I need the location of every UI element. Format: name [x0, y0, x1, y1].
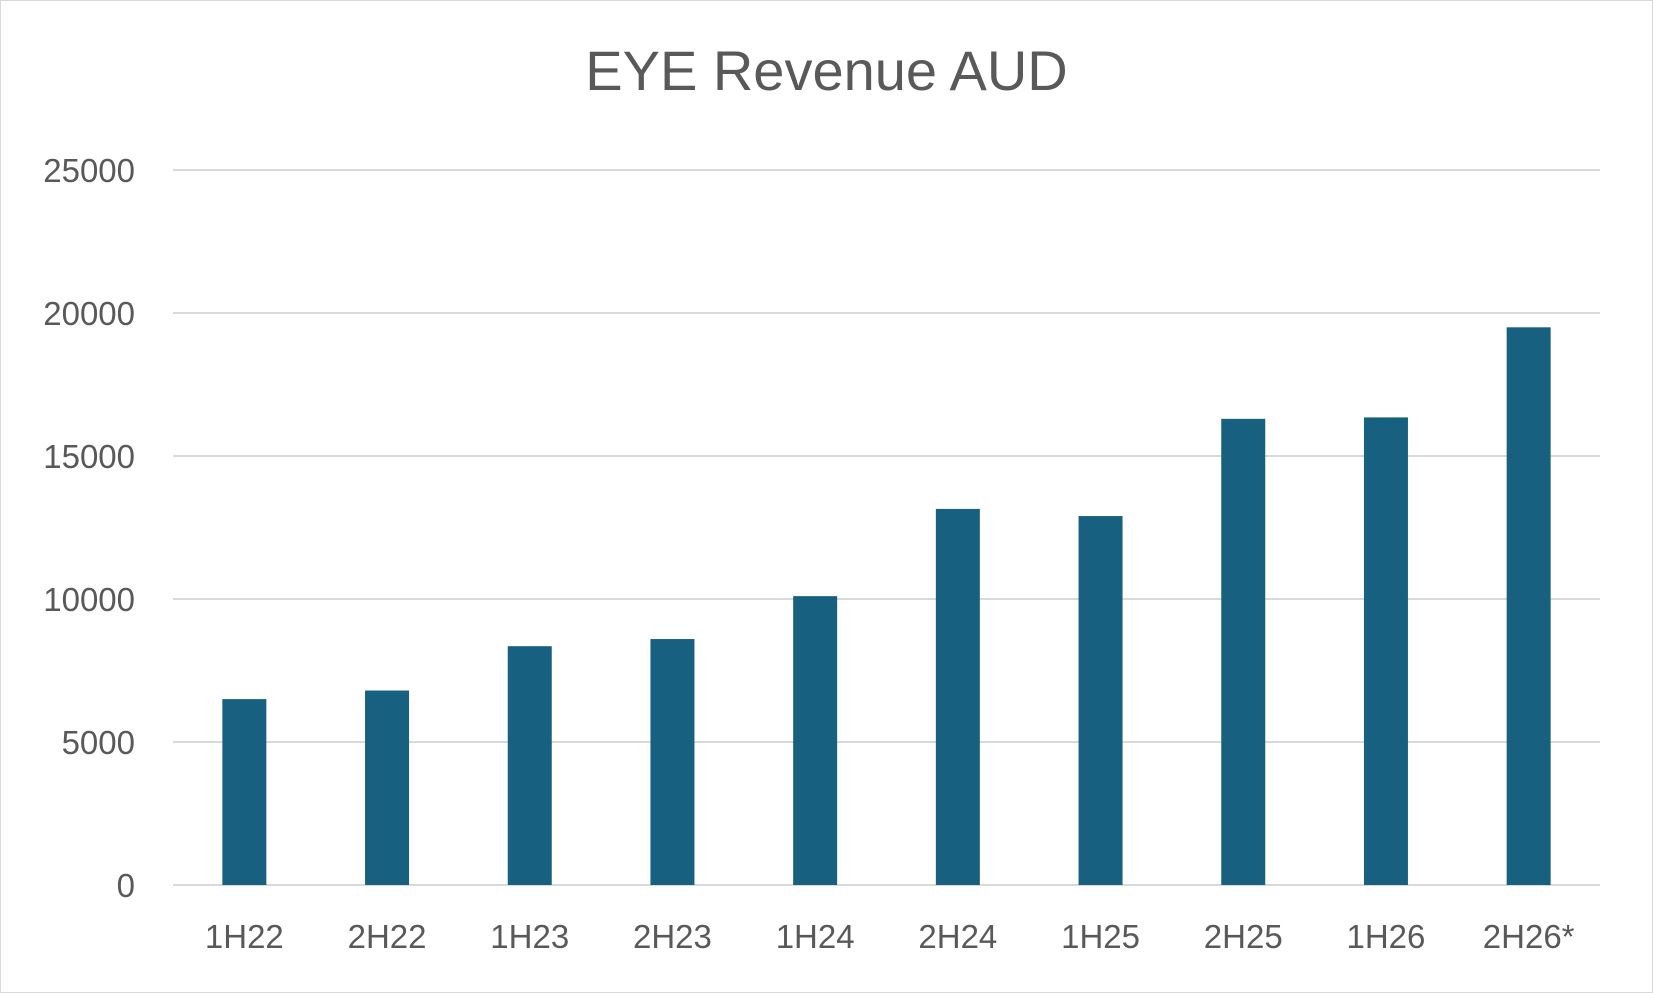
x-tick-label: 1H25	[1061, 918, 1140, 955]
bar-1h23	[507, 646, 552, 885]
x-tick-label: 1H23	[490, 918, 569, 955]
x-tick-label: 2H22	[348, 918, 427, 955]
y-tick-label: 5000	[62, 724, 135, 761]
y-tick-label: 15000	[43, 438, 135, 475]
chart-title: EYE Revenue AUD	[585, 39, 1068, 102]
y-tick-label: 0	[117, 867, 135, 904]
bar-1h26	[1363, 417, 1408, 885]
x-tick-label: 1H26	[1347, 918, 1426, 955]
bar-2h23	[650, 639, 695, 885]
x-tick-label: 1H24	[776, 918, 855, 955]
x-tick-label: 2H23	[633, 918, 712, 955]
x-tick-label: 2H25	[1204, 918, 1283, 955]
y-axis-tick-labels: 0 5000 10000 15000 20000 25000	[43, 152, 135, 904]
x-tick-label: 2H24	[918, 918, 997, 955]
bar-1h22	[222, 699, 267, 885]
bars	[222, 327, 1551, 885]
y-tick-label: 10000	[43, 581, 135, 618]
gridlines	[173, 169, 1600, 886]
bar-1h24	[793, 596, 838, 885]
x-axis-tick-labels: 1H22 2H22 1H23 2H23 1H24 2H24 1H25 2H25 1H26 2H26…	[205, 918, 1575, 955]
bar-2h22	[365, 690, 410, 885]
bar-1h25	[1078, 516, 1123, 885]
x-tick-label: 1H22	[205, 918, 284, 955]
y-tick-label: 20000	[43, 295, 135, 332]
bar-2h25	[1221, 418, 1266, 885]
bar-2h24	[935, 508, 980, 885]
x-tick-label: 2H26*	[1483, 918, 1575, 955]
bar-2h26	[1506, 327, 1551, 885]
y-tick-label: 25000	[43, 152, 135, 189]
